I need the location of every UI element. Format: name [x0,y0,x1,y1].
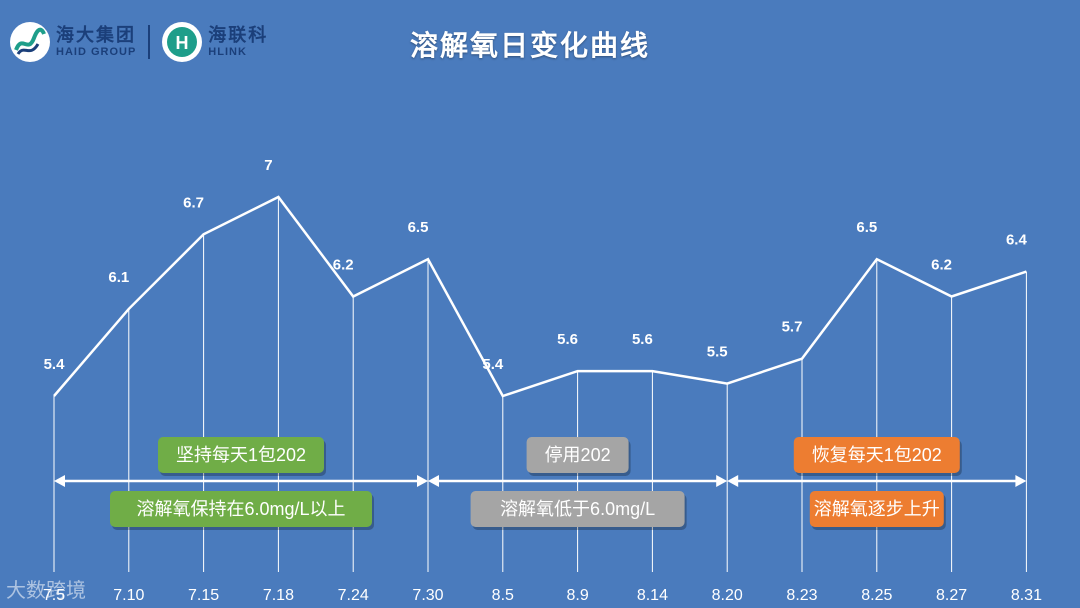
data-label: 5.6 [557,331,578,348]
phase-label-label: 停用202 [545,445,611,465]
logo-divider [148,25,151,59]
x-tick-label: 7.30 [412,587,443,604]
phase-note-box [110,491,372,527]
phase-arrow-left-head [54,475,65,487]
phase-note-label: 溶解氧低于6.0mg/L [500,499,655,519]
data-label: 6.2 [333,256,354,273]
x-tick-label: 8.25 [861,587,892,604]
data-label: 6.5 [408,219,429,236]
series-line [53,195,1027,398]
hlink-logo-cn: 海联科 [208,25,269,46]
x-tick-label: 8.23 [786,587,817,604]
phase-note-box [809,491,944,527]
logo-bar: 海大集团 HAID GROUP H 海联科 HLINK [10,20,268,64]
phase-label-box [158,437,324,473]
haid-logo-icon [10,22,50,62]
data-label: 6.7 [183,194,204,211]
x-tick-label: 8.20 [712,587,743,604]
data-label: 6.5 [856,219,877,236]
x-tick-label: 8.9 [566,587,588,604]
haid-logo: 海大集团 HAID GROUP [10,22,136,62]
phase-arrow-right-head [716,475,728,487]
data-label: 6.4 [1006,232,1028,249]
data-label: 5.4 [44,356,66,373]
data-label: 5.6 [632,331,653,348]
x-tick-label: 7.15 [188,587,219,604]
phase-arrow-right-head [417,475,428,487]
haid-logo-cn: 海大集团 [56,25,136,46]
hlink-logo-en: HLINK [208,45,247,58]
data-label: 5.5 [707,344,728,361]
data-label: 5.7 [782,319,803,336]
x-tick-label: 8.5 [492,587,514,604]
phase-note-label: 溶解氧逐步上升 [814,499,940,519]
watermark: 大数跨境 [6,580,86,602]
x-tick-label: 7.24 [338,587,369,604]
x-tick-label: 8.31 [1011,587,1042,604]
chart-title: 溶解氧日变化曲线 [410,30,651,61]
data-label: 6.1 [108,269,129,286]
haid-logo-en: HAID GROUP [56,45,137,58]
phase-label-label: 恢复每天1包202 [812,445,942,465]
x-tick-label: 7.5 [43,587,65,604]
phase-label-label: 坚持每天1包202 [176,445,306,465]
phase-arrow-left-head [727,475,739,487]
x-tick-label: 7.10 [113,587,144,604]
svg-text:H: H [176,33,189,53]
data-label: 7 [264,157,272,174]
hlink-logo-icon: H [162,22,203,62]
phase-arrow-left-head [428,475,439,487]
phase-note-box [470,491,685,527]
data-label: 6.2 [931,256,952,273]
data-label: 5.4 [482,356,504,373]
phase-label-box [793,437,960,473]
hlink-logo: H 海联科 HLINK [162,22,268,62]
phase-label-box [526,437,629,473]
phase-note-label: 溶解氧保持在6.0mg/L以上 [136,499,345,519]
phase-arrow-right-head [1015,475,1027,487]
x-tick-label: 7.18 [263,587,294,604]
x-tick-label: 8.27 [936,587,967,604]
x-tick-label: 8.14 [637,587,668,604]
